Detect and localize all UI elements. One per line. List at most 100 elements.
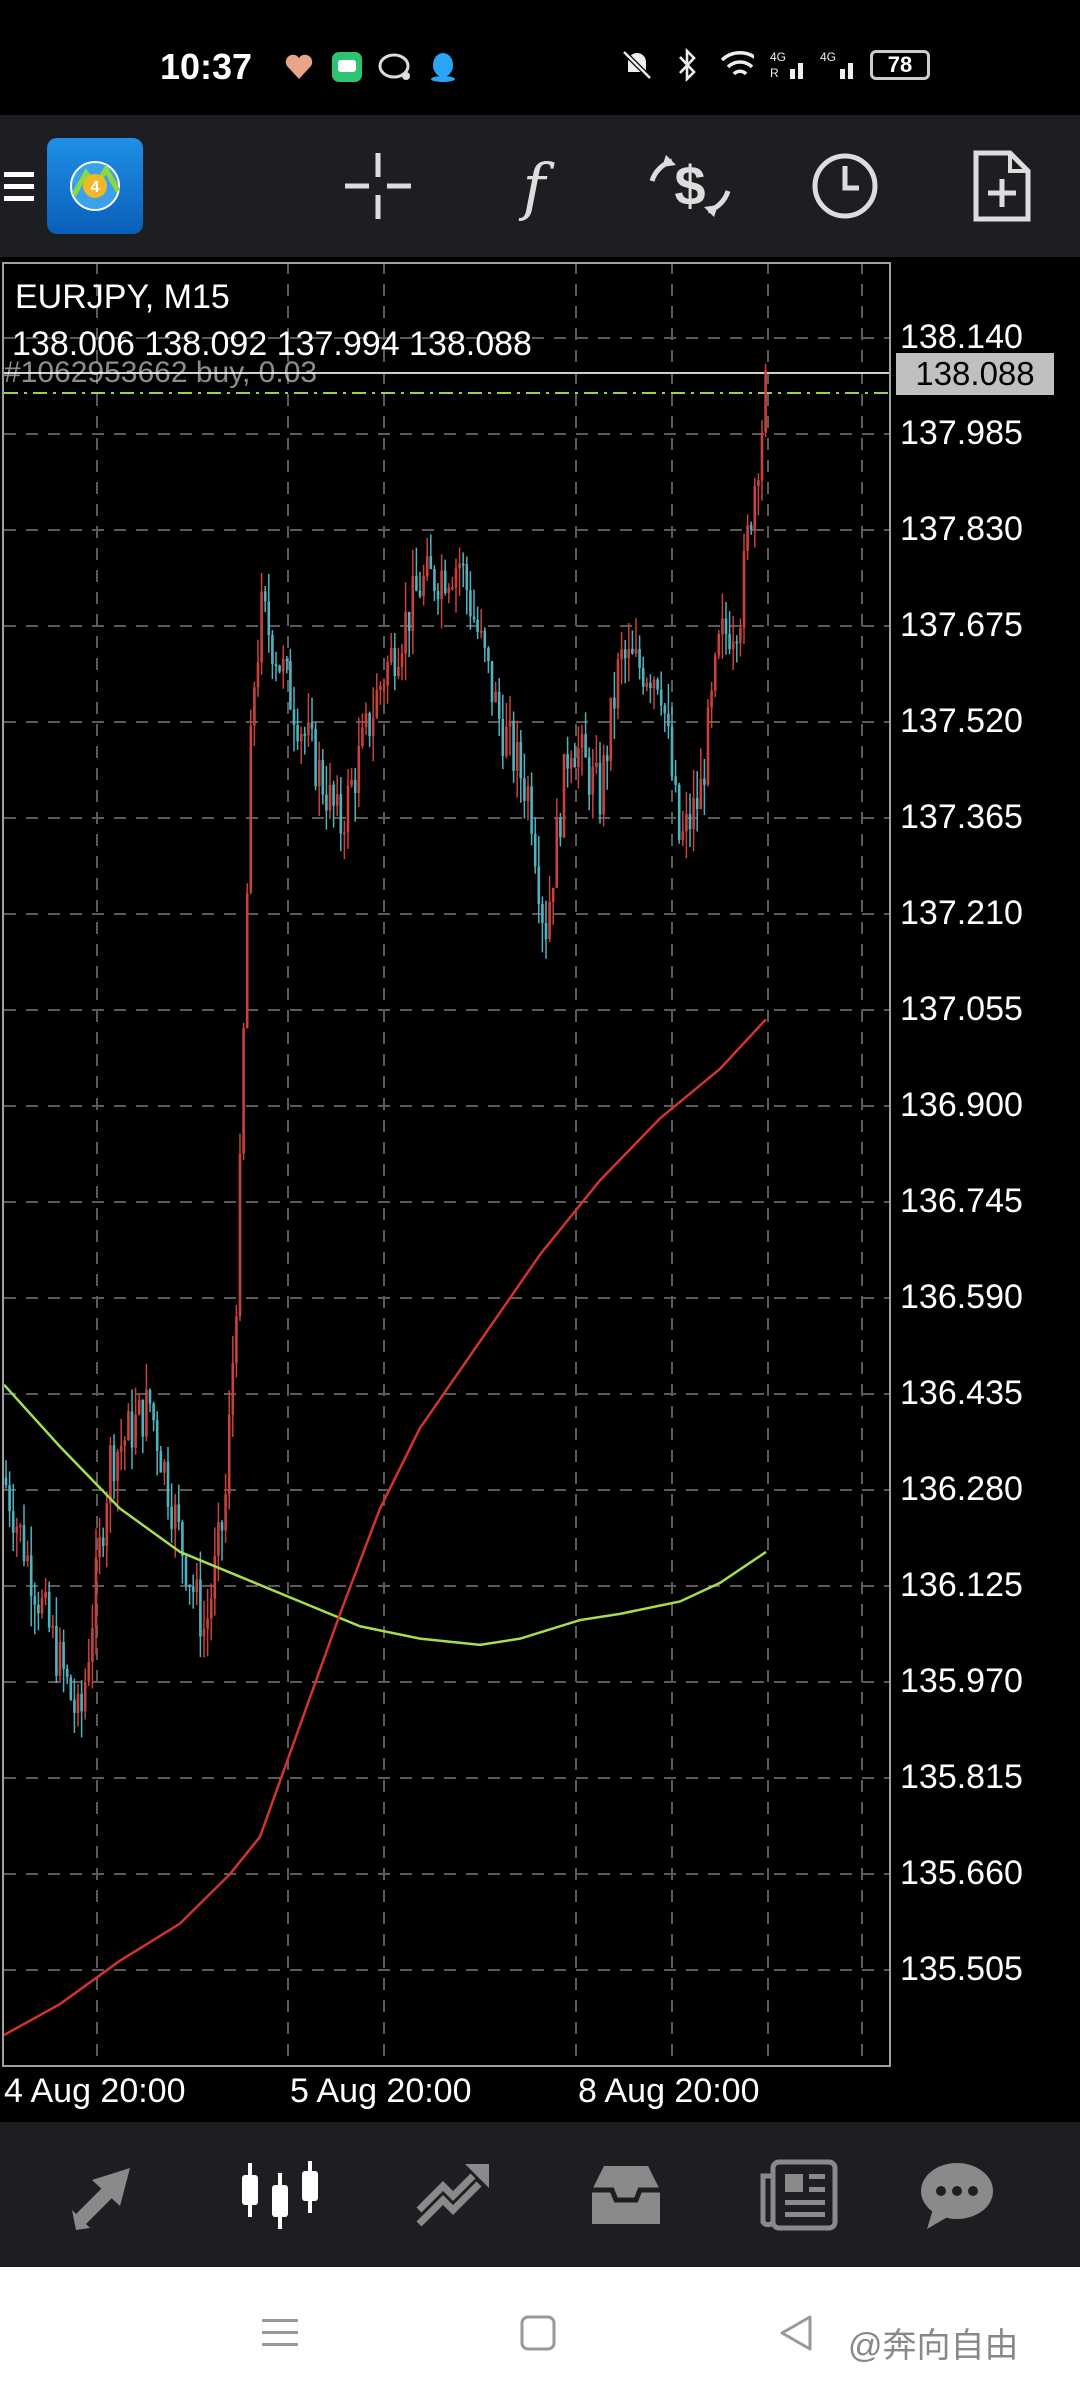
candle-body	[325, 794, 328, 811]
candle-body	[487, 648, 490, 661]
candle-body	[764, 370, 767, 433]
price-tick: 137.830	[900, 510, 1023, 548]
indicators-button[interactable]: f	[474, 115, 594, 257]
candle-body	[735, 641, 739, 644]
hamburger-icon[interactable]	[0, 115, 40, 257]
candle-body	[148, 1389, 152, 1404]
price-chart[interactable]	[0, 257, 1080, 2122]
svg-text:4: 4	[91, 179, 100, 196]
nav-history[interactable]	[566, 2122, 686, 2267]
candle-body	[739, 627, 742, 644]
candle-body	[530, 786, 533, 834]
candle-body	[627, 648, 631, 659]
candle-body	[757, 480, 760, 487]
candle-body	[19, 1525, 22, 1528]
nav-news[interactable]	[739, 2122, 859, 2267]
crosshair-button[interactable]	[318, 115, 438, 257]
candle-body	[152, 1403, 155, 1421]
candle-body	[231, 1363, 235, 1415]
candle-body	[328, 784, 332, 811]
candle-body	[710, 690, 713, 708]
price-tick: 136.900	[900, 1086, 1023, 1124]
candle-body	[285, 659, 289, 662]
ma-slow-line	[3, 1018, 767, 2037]
date-tick: 8 Aug 20:00	[578, 2072, 760, 2110]
candle-body	[731, 641, 735, 650]
new-order-icon	[973, 150, 1031, 222]
candle-body	[11, 1511, 15, 1533]
candle-body	[191, 1586, 195, 1592]
candle-body	[713, 655, 717, 691]
nav-chart[interactable]	[220, 2122, 340, 2267]
candle-body	[299, 733, 303, 742]
app-logo[interactable]: 4	[47, 115, 143, 257]
date-tick: 4 Aug 20:00	[4, 2072, 186, 2110]
candle-body	[105, 1503, 109, 1546]
plot-frame	[2, 262, 891, 2067]
back-icon[interactable]	[766, 2303, 826, 2363]
candle-body	[465, 564, 469, 591]
candle-body	[461, 563, 465, 566]
symbol-change-button[interactable]: $	[630, 115, 750, 257]
candle-body	[598, 762, 602, 815]
candle-body	[721, 618, 724, 635]
nav-quotes[interactable]	[50, 2122, 170, 2267]
candle-body	[242, 1028, 245, 1154]
svg-text:4G: 4G	[770, 50, 786, 64]
quotes-icon	[72, 2167, 130, 2230]
candle-body	[220, 1522, 224, 1531]
signal-4g-r-icon: 4G R	[770, 48, 804, 82]
candle-body	[490, 660, 494, 702]
candle-body	[58, 1642, 62, 1676]
candle-body	[314, 728, 317, 787]
candle-body	[163, 1461, 166, 1473]
candle-body	[566, 754, 569, 769]
candle-body	[4, 1477, 8, 1486]
price-tick: 137.675	[900, 606, 1023, 644]
menu-icon[interactable]	[250, 2303, 310, 2363]
price-tick: 136.745	[900, 1182, 1023, 1220]
timeframe-button[interactable]	[785, 115, 905, 257]
watermark: @奔向自由	[848, 2327, 1019, 2365]
new-order-button[interactable]	[942, 115, 1062, 257]
ma-fast-line	[3, 1383, 767, 1647]
trade-icon	[416, 2163, 489, 2226]
nav-messages[interactable]	[897, 2122, 1017, 2267]
candle-body	[692, 798, 695, 830]
chart-area[interactable]	[0, 257, 1080, 2122]
price-tick: 136.590	[900, 1278, 1023, 1316]
candle-body	[742, 550, 746, 628]
candle-body	[80, 1693, 83, 1712]
candle-body	[40, 1598, 44, 1614]
candle-body	[688, 813, 692, 830]
candle-body	[695, 798, 699, 810]
candle-body	[580, 734, 584, 749]
chart-ohlc: 138.006 138.092 137.994 138.088	[12, 325, 532, 363]
candle-body	[15, 1526, 19, 1533]
candle-body	[404, 611, 407, 654]
candle-body	[483, 630, 487, 649]
price-tick: 138.140	[900, 318, 1023, 356]
candle-body	[386, 662, 389, 686]
status-bar: 10:37 4G R 4G 78	[0, 0, 1080, 115]
candle-body	[397, 666, 400, 677]
candle-body	[544, 923, 548, 940]
candle-body	[26, 1555, 29, 1562]
candle-body	[307, 722, 310, 736]
candle-body	[548, 901, 551, 940]
candle-body	[292, 709, 296, 726]
candle-body	[335, 794, 339, 806]
candle-body	[181, 1522, 184, 1557]
candle-body	[112, 1445, 116, 1481]
price-tick: 135.970	[900, 1662, 1023, 1700]
candle-body	[173, 1504, 177, 1529]
candle-body	[155, 1420, 159, 1452]
candle-body	[209, 1598, 213, 1619]
home-icon[interactable]	[508, 2303, 568, 2363]
candle-body	[605, 755, 609, 762]
candle-body	[145, 1389, 148, 1437]
candle-body	[425, 556, 429, 577]
candle-body	[613, 697, 616, 709]
candle-body	[55, 1625, 58, 1676]
nav-trade[interactable]	[393, 2122, 513, 2267]
